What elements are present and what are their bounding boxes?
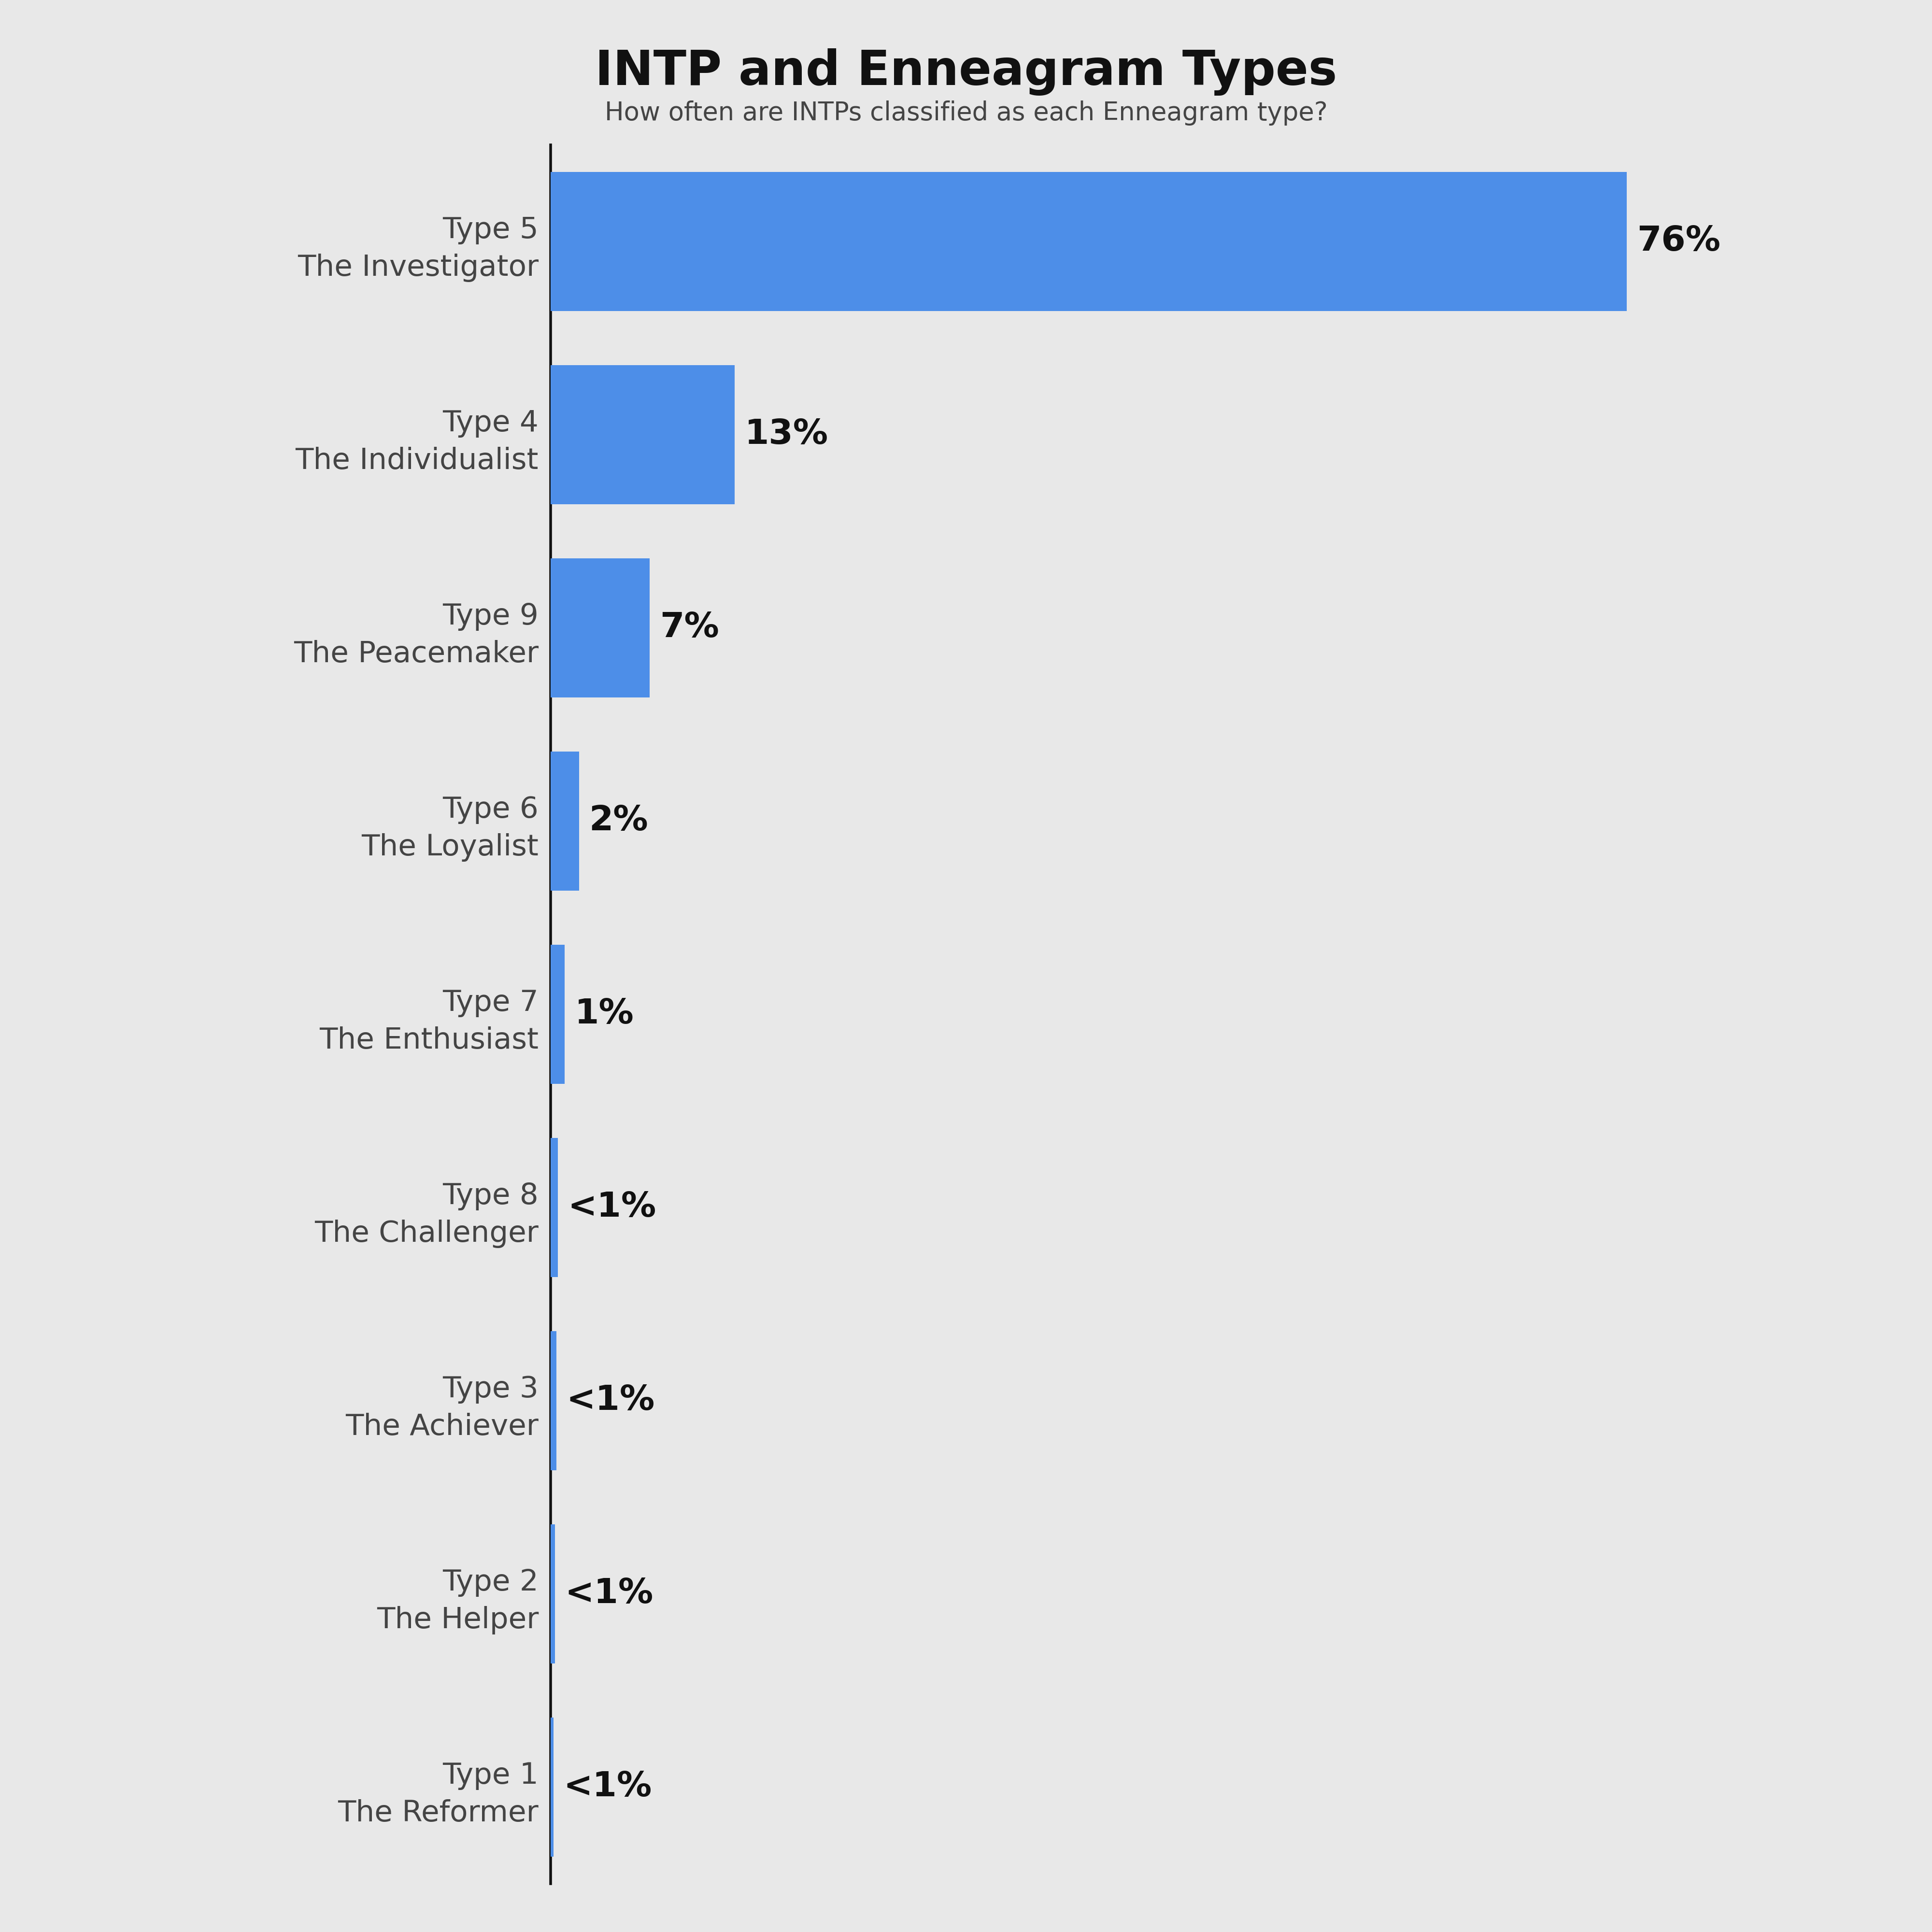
Text: 7%: 7% xyxy=(659,611,719,645)
Text: <1%: <1% xyxy=(564,1577,653,1611)
Bar xyxy=(551,365,734,504)
Text: <1%: <1% xyxy=(564,1770,651,1804)
Bar xyxy=(551,1524,554,1663)
Bar xyxy=(551,945,564,1084)
Bar xyxy=(551,1138,558,1277)
Bar xyxy=(551,1718,553,1857)
Text: <1%: <1% xyxy=(568,1190,657,1225)
Text: 1%: 1% xyxy=(574,997,634,1032)
Text: <1%: <1% xyxy=(566,1383,655,1418)
Text: 76%: 76% xyxy=(1636,224,1719,259)
Bar xyxy=(551,1331,556,1470)
Text: 2%: 2% xyxy=(589,804,647,838)
Bar xyxy=(551,558,649,697)
Bar xyxy=(551,752,580,891)
Bar xyxy=(551,172,1627,311)
Text: 13%: 13% xyxy=(744,417,829,452)
Text: INTP and Enneagram Types: INTP and Enneagram Types xyxy=(595,48,1337,95)
Text: How often are INTPs classified as each Enneagram type?: How often are INTPs classified as each E… xyxy=(605,100,1327,126)
